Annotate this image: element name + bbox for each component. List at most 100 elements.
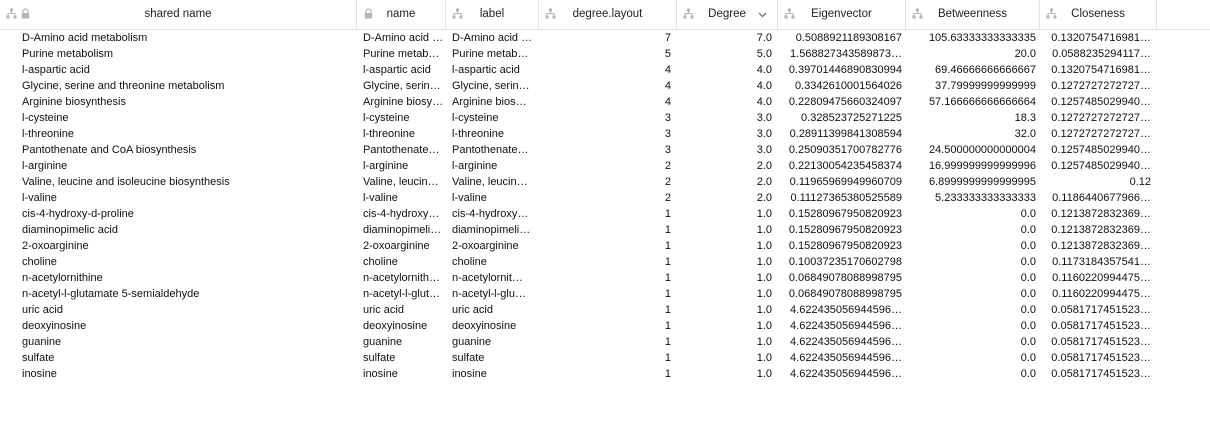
table-cell-degree[interactable]: 3.0 xyxy=(756,128,772,140)
table-cell-closeness[interactable]: 0.12 xyxy=(1129,176,1151,188)
table-cell-betweenness[interactable]: 20.0 xyxy=(1014,48,1036,60)
table-cell-eigenvector[interactable]: 0.22130054235458374 xyxy=(788,160,902,172)
table-cell-eigenvector[interactable]: 0.28911399841308594 xyxy=(789,128,902,140)
table-cell-eigenvector[interactable]: 0.11965969949960709 xyxy=(789,176,902,188)
table-cell-shared-name[interactable]: Valine, leucine and isoleucine biosynthe… xyxy=(22,176,230,188)
table-cell-shared-name[interactable]: deoxyinosine xyxy=(22,320,87,332)
table-cell-shared-name[interactable]: sulfate xyxy=(22,352,55,364)
table-cell-degree[interactable]: 1.0 xyxy=(756,336,772,348)
table-cell-name[interactable]: guanine xyxy=(363,336,403,348)
table-row[interactable]: 2-oxoarginine 2-oxoarginine 2-oxoarginine 1… xyxy=(0,238,1160,254)
table-cell-label[interactable]: n-acetylornit… xyxy=(452,272,523,284)
column-header-eigenvector[interactable]: Eigenvector xyxy=(778,0,906,29)
table-cell-name[interactable]: n-acetyl-l-glut… xyxy=(363,288,441,300)
table-cell-closeness[interactable]: 0.0581717451523… xyxy=(1051,304,1151,316)
table-cell-degree-layout[interactable]: 5 xyxy=(664,48,671,60)
table-cell-degree-layout[interactable]: 1 xyxy=(664,208,671,220)
table-cell-betweenness[interactable]: 18.3 xyxy=(1014,112,1036,124)
table-cell-eigenvector[interactable]: 0.15280967950820923 xyxy=(788,208,902,220)
table-cell-degree[interactable]: 2.0 xyxy=(756,192,772,204)
table-cell-closeness[interactable]: 0.1257485029940… xyxy=(1051,144,1151,156)
table-row[interactable]: Valine, leucine and isoleucine biosynthe… xyxy=(0,174,1160,190)
table-cell-degree[interactable]: 1.0 xyxy=(756,320,772,332)
table-cell-name[interactable]: choline xyxy=(363,256,398,268)
table-cell-label[interactable]: D-Amino acid … xyxy=(452,32,533,44)
table-cell-name[interactable]: D-Amino acid … xyxy=(363,32,444,44)
table-cell-closeness[interactable]: 0.0581717451523… xyxy=(1051,352,1151,364)
table-cell-label[interactable]: Valine, leucin… xyxy=(452,176,528,188)
table-cell-name[interactable]: n-acetylornith… xyxy=(363,272,441,284)
table-cell-closeness[interactable]: 0.0581717451523… xyxy=(1051,320,1151,332)
table-row[interactable]: guanine guanine guanine 1 1.0 4.6224350569445… xyxy=(0,334,1160,350)
table-cell-degree[interactable]: 2.0 xyxy=(756,176,772,188)
table-cell-degree[interactable]: 1.0 xyxy=(756,272,772,284)
table-cell-shared-name[interactable]: l-aspartic acid xyxy=(22,64,90,76)
table-cell-closeness[interactable]: 0.1186440677966… xyxy=(1052,192,1151,204)
table-cell-shared-name[interactable]: n-acetyl-l-glutamate 5-semialdehyde xyxy=(22,288,200,300)
table-cell-name[interactable]: deoxyinosine xyxy=(363,320,428,332)
table-cell-shared-name[interactable]: guanine xyxy=(22,336,62,348)
table-row[interactable]: deoxyinosine deoxyinosine deoxyinosine 1 1.0… xyxy=(0,318,1160,334)
table-cell-name[interactable]: Arginine biosy… xyxy=(363,96,444,108)
table-cell-betweenness[interactable]: 6.8999999999999995 xyxy=(928,176,1036,188)
table-row[interactable]: choline choline choline 1 1.0 0.1003723517060… xyxy=(0,254,1160,270)
column-header-shared-name[interactable]: shared name xyxy=(0,0,357,29)
table-cell-shared-name[interactable]: n-acetylornithine xyxy=(22,272,103,284)
table-row[interactable]: l-threonine l-threonine l-threonine 3 3.0 0.2… xyxy=(0,126,1160,142)
table-cell-betweenness[interactable]: 16.999999999999996 xyxy=(928,160,1036,172)
table-cell-name[interactable]: 2-oxoarginine xyxy=(363,240,430,252)
table-cell-betweenness[interactable]: 0.0 xyxy=(1020,368,1036,380)
table-cell-betweenness[interactable]: 0.0 xyxy=(1020,208,1036,220)
table-cell-degree-layout[interactable]: 1 xyxy=(664,320,671,332)
table-cell-eigenvector[interactable]: 0.22809475660324097 xyxy=(788,96,902,108)
table-cell-degree[interactable]: 1.0 xyxy=(756,208,772,220)
table-cell-name[interactable]: cis-4-hydroxy… xyxy=(363,208,440,220)
table-cell-name[interactable]: Purine metab… xyxy=(363,48,440,60)
table-cell-eigenvector[interactable]: 0.328523725271225 xyxy=(801,112,902,124)
table-cell-label[interactable]: 2-oxoarginine xyxy=(452,240,519,252)
table-cell-betweenness[interactable]: 5.233333333333333 xyxy=(935,192,1036,204)
table-cell-eigenvector[interactable]: 1.568827343589873… xyxy=(790,48,902,60)
table-cell-degree-layout[interactable]: 1 xyxy=(664,304,671,316)
table-row[interactable]: l-valine l-valine l-valine 2 2.0 0.1112736538… xyxy=(0,190,1160,206)
table-cell-degree-layout[interactable]: 1 xyxy=(664,288,671,300)
table-cell-eigenvector[interactable]: 0.10037235170602798 xyxy=(788,256,902,268)
table-cell-shared-name[interactable]: Pantothenate and CoA biosynthesis xyxy=(22,144,197,156)
table-row[interactable]: Glycine, serine and threonine metabolism… xyxy=(0,78,1160,94)
table-cell-betweenness[interactable]: 0.0 xyxy=(1020,352,1036,364)
table-cell-closeness[interactable]: 0.1160220994475… xyxy=(1052,272,1151,284)
table-cell-closeness[interactable]: 0.1272727272727… xyxy=(1051,112,1151,124)
table-cell-betweenness[interactable]: 0.0 xyxy=(1020,256,1036,268)
table-cell-shared-name[interactable]: l-cysteine xyxy=(22,112,69,124)
table-cell-eigenvector[interactable]: 0.3342610001564026 xyxy=(794,80,902,92)
column-header-degree[interactable]: Degree xyxy=(677,0,778,29)
table-cell-closeness[interactable]: 0.1173184357541… xyxy=(1052,256,1151,268)
table-cell-closeness[interactable]: 0.0588235294117… xyxy=(1052,48,1151,60)
table-cell-label[interactable]: sulfate xyxy=(452,352,485,364)
table-cell-degree[interactable]: 4.0 xyxy=(756,64,772,76)
column-header-label[interactable]: label xyxy=(446,0,539,29)
table-cell-closeness[interactable]: 0.1213872832369… xyxy=(1051,240,1151,252)
table-cell-degree-layout[interactable]: 7 xyxy=(664,32,671,44)
table-cell-closeness[interactable]: 0.1320754716981… xyxy=(1051,32,1151,44)
column-header-degree-layout[interactable]: degree.layout xyxy=(539,0,677,29)
table-cell-label[interactable]: cis-4-hydroxy… xyxy=(452,208,529,220)
table-cell-shared-name[interactable]: choline xyxy=(22,256,57,268)
table-cell-degree[interactable]: 1.0 xyxy=(756,256,772,268)
table-row[interactable]: uric acid uric acid uric acid 1 1.0 4.6224350… xyxy=(0,302,1160,318)
table-row[interactable]: l-aspartic acid l-aspartic acid l-aspartic… xyxy=(0,62,1160,78)
table-row[interactable]: D-Amino acid metabolism D-Amino acid … D-A… xyxy=(0,30,1160,46)
table-cell-name[interactable]: Valine, leucin… xyxy=(363,176,439,188)
table-cell-betweenness[interactable]: 37.79999999999999 xyxy=(935,80,1036,92)
table-cell-eigenvector[interactable]: 4.622435056944596… xyxy=(790,304,902,316)
table-cell-degree-layout[interactable]: 2 xyxy=(664,160,671,172)
table-cell-shared-name[interactable]: diaminopimelic acid xyxy=(22,224,118,236)
table-cell-name[interactable]: l-aspartic acid xyxy=(363,64,431,76)
table-cell-label[interactable]: l-threonine xyxy=(452,128,504,140)
table-cell-degree[interactable]: 3.0 xyxy=(756,112,772,124)
table-cell-degree-layout[interactable]: 1 xyxy=(664,336,671,348)
table-cell-label[interactable]: deoxyinosine xyxy=(452,320,517,332)
table-cell-betweenness[interactable]: 24.500000000000004 xyxy=(928,144,1036,156)
table-cell-degree[interactable]: 1.0 xyxy=(756,368,772,380)
table-cell-label[interactable]: l-valine xyxy=(452,192,487,204)
